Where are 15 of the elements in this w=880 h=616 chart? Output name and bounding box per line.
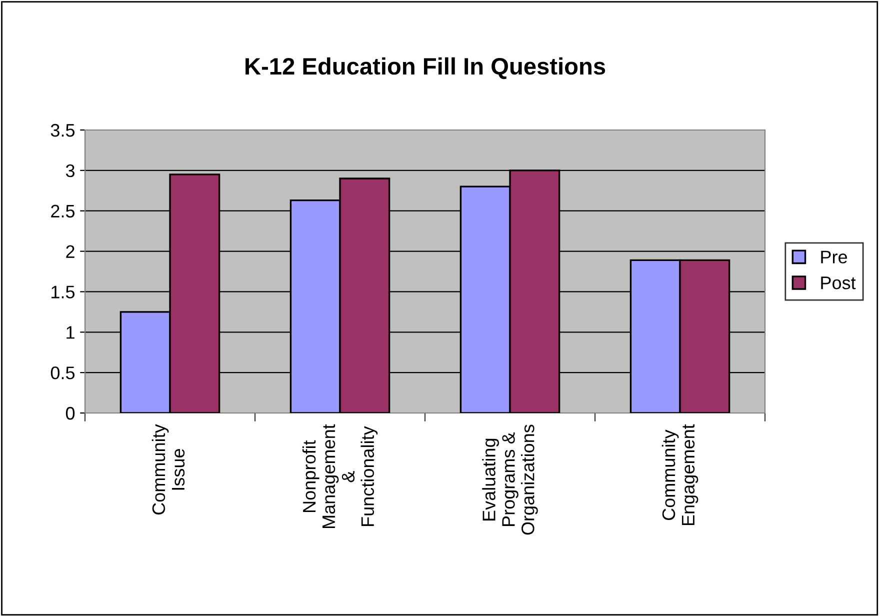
- y-tick-label: 1.5: [52, 286, 75, 298]
- y-tick-label: 3: [66, 164, 74, 178]
- y-tick-label: 3.5: [50, 124, 75, 137]
- x-tick-label: Nonprofit Management & Functionality: [302, 424, 378, 528]
- y-tick-label: 0.5: [50, 366, 75, 380]
- y-tick-label: 2: [66, 245, 74, 258]
- y-tick-label: 0: [66, 406, 75, 420]
- legend-label: Pre: [821, 250, 847, 264]
- x-tick-label: Community Engagement: [662, 424, 698, 526]
- y-tick-label: 2.5: [51, 204, 75, 218]
- y-tick-label: 1: [66, 326, 74, 339]
- x-tick-label: Community Issue: [152, 424, 185, 514]
- x-tick-label: Evaluating Programs & Organizations: [482, 424, 538, 535]
- chart-title: K-12 Education Fill In Questions: [246, 57, 606, 80]
- legend-label: Post: [821, 276, 856, 290]
